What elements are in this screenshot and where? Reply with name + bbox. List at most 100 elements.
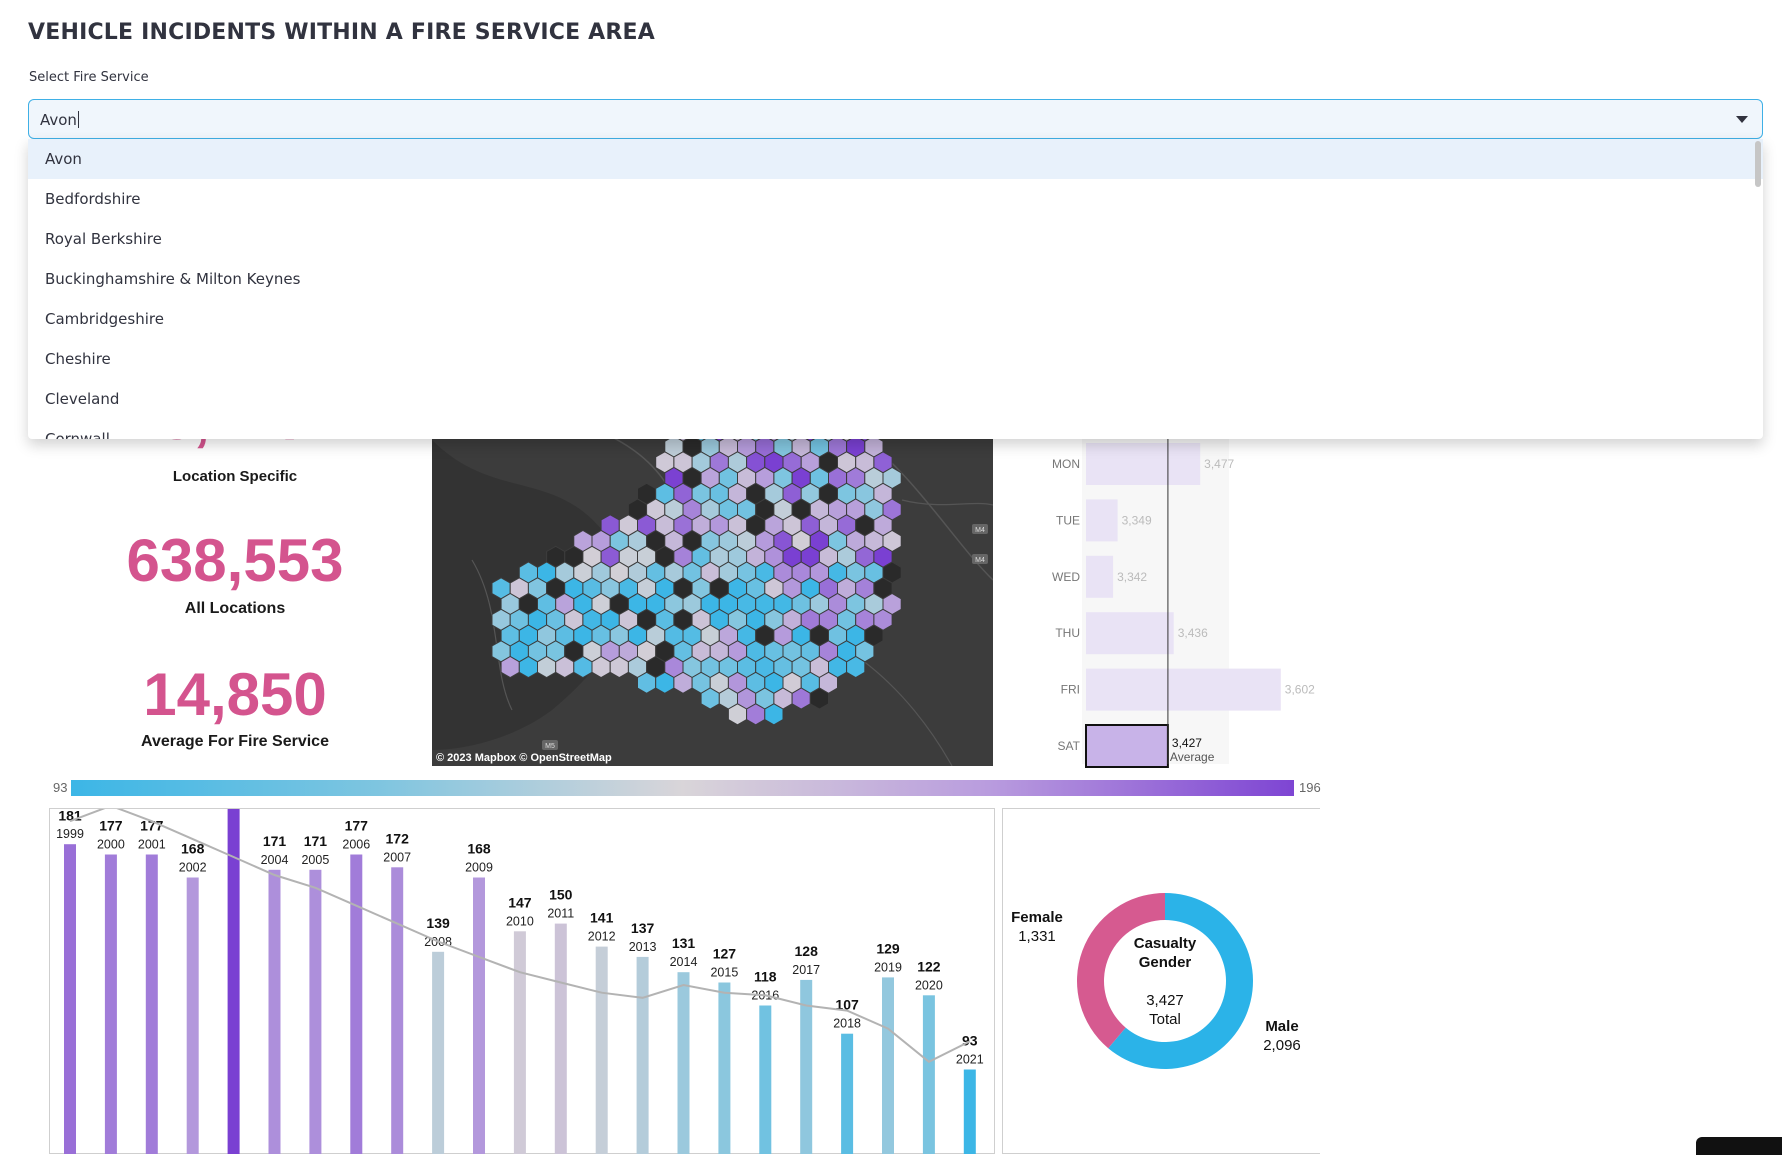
year-bar[interactable]: [309, 869, 322, 1154]
hex-cell[interactable]: [537, 655, 557, 679]
chevron-down-icon[interactable]: [1736, 116, 1748, 123]
year-value-label: 147: [508, 894, 532, 910]
page-title: VEHICLE INCIDENTS WITHIN A FIRE SERVICE …: [28, 20, 655, 45]
weekday-day-label: TUE: [1056, 513, 1080, 527]
weekday-bar[interactable]: [1086, 555, 1114, 598]
weekday-bar[interactable]: [1086, 668, 1281, 711]
year-value-label: 122: [917, 958, 941, 974]
hex-cell[interactable]: [673, 671, 693, 694]
fire-service-select[interactable]: Avon: [28, 99, 1763, 139]
hex-cell[interactable]: [518, 655, 538, 679]
hex-map[interactable]: M5 M4 M4 M5 © 2023 Mapbox © OpenStreetMa…: [432, 410, 993, 766]
donut-title-line1: Casualty: [1134, 935, 1197, 952]
year-bar[interactable]: [64, 844, 76, 1154]
year-label: 2012: [588, 930, 616, 944]
option-cambridgeshire[interactable]: Cambridgeshire: [45, 310, 164, 328]
map-attribution[interactable]: © 2023 Mapbox © OpenStreetMap: [436, 752, 612, 764]
hex-cell[interactable]: [573, 655, 593, 679]
option-royal-berkshire[interactable]: Royal Berkshire: [45, 230, 162, 248]
year-bar[interactable]: [350, 854, 363, 1155]
hex-cell[interactable]: [555, 655, 575, 679]
year-label: 2013: [629, 940, 657, 954]
year-bar[interactable]: [882, 977, 894, 1154]
option-cheshire[interactable]: Cheshire: [45, 350, 111, 368]
year-bar[interactable]: [841, 1033, 854, 1154]
weekday-day-label: THU: [1055, 626, 1080, 640]
weekday-bar[interactable]: [1086, 443, 1201, 485]
year-bar[interactable]: [268, 869, 281, 1154]
year-label: 2017: [792, 963, 820, 977]
hex-map-svg[interactable]: M5 M4 M4 M5: [432, 410, 993, 766]
weekday-value-label: 3,427: [1172, 736, 1202, 750]
year-label: 2018: [833, 1017, 861, 1031]
road-label: M4: [975, 557, 985, 564]
year-bar[interactable]: [432, 951, 445, 1154]
year-bar[interactable]: [759, 1005, 772, 1155]
year-bar[interactable]: [186, 877, 199, 1155]
hex-cell[interactable]: [846, 655, 866, 679]
colorscale-bar: [71, 780, 1294, 796]
option-cleveland[interactable]: Cleveland: [45, 390, 120, 408]
year-label: 2010: [506, 914, 534, 928]
donut-male-label: Male: [1265, 1018, 1298, 1035]
year-bar[interactable]: [595, 946, 608, 1154]
select-input-text[interactable]: Avon: [40, 111, 79, 129]
road-line: [471, 559, 513, 711]
hex-cell[interactable]: [809, 687, 829, 710]
year-bar[interactable]: [718, 982, 731, 1155]
corner-widget[interactable]: [1696, 1137, 1782, 1155]
year-bar[interactable]: [677, 972, 690, 1154]
option-bedfordshire[interactable]: Bedfordshire: [45, 190, 141, 208]
year-value-label: 107: [835, 997, 859, 1013]
road-badge: [972, 554, 988, 564]
road-line: [861, 659, 953, 766]
weekday-bar-chart: MON 3,477 TUE 3,349 WED 3,342 THU 3,436 FRI 3,602…: [1052, 439, 1315, 768]
hex-cell[interactable]: [655, 671, 675, 694]
donut-slice-male[interactable]: [1108, 893, 1253, 1069]
hex-cell[interactable]: [791, 687, 811, 710]
year-value-label: 177: [345, 817, 369, 833]
weekday-day-label: FRI: [1061, 683, 1080, 697]
year-bar[interactable]: [513, 931, 526, 1154]
option-buckinghamshire[interactable]: Buckinghamshire & Milton Keynes: [45, 270, 301, 288]
hex-cell[interactable]: [764, 703, 784, 726]
year-value-label: 127: [713, 945, 737, 961]
hex-cell[interactable]: [637, 671, 657, 694]
donut-slice-female[interactable]: [1077, 893, 1165, 1049]
option-avon[interactable]: Avon: [28, 139, 1763, 179]
weekday-value-label: 3,602: [1285, 683, 1315, 697]
year-label: 2007: [383, 850, 411, 864]
weekday-day-label: SAT: [1058, 739, 1081, 753]
year-bar[interactable]: [922, 995, 935, 1154]
year-bar[interactable]: [473, 877, 485, 1155]
year-value-label: 177: [140, 817, 164, 833]
hex-cell[interactable]: [700, 687, 720, 710]
year-bar[interactable]: [227, 805, 240, 1154]
year-bar[interactable]: [636, 956, 649, 1154]
hex-cell[interactable]: [746, 703, 766, 726]
year-bar[interactable]: [963, 1069, 976, 1155]
hex-cell[interactable]: [500, 655, 520, 679]
road-line: [901, 499, 993, 506]
year-bar[interactable]: [800, 979, 813, 1154]
year-label: 2001: [138, 837, 166, 851]
donut-total-value: 3,427: [1146, 992, 1184, 1009]
hex-cell[interactable]: [727, 703, 748, 726]
dropdown-scrollbar[interactable]: [1755, 141, 1761, 187]
year-bar[interactable]: [391, 867, 404, 1154]
year-label: 2006: [342, 837, 370, 851]
year-label: 2019: [874, 960, 902, 974]
year-bar[interactable]: [145, 854, 158, 1155]
weekday-value-label: 3,342: [1117, 570, 1147, 584]
fire-service-dropdown-list[interactable]: Avon Bedfordshire Royal Berkshire Buckin…: [28, 139, 1763, 439]
weekday-bar[interactable]: [1085, 724, 1169, 768]
year-label: 2021: [956, 1053, 984, 1067]
hex-cell[interactable]: [591, 655, 611, 679]
hex-cell[interactable]: [609, 655, 629, 679]
year-bar[interactable]: [554, 923, 567, 1154]
weekday-bar[interactable]: [1086, 612, 1174, 655]
option-cornwall[interactable]: Cornwall: [45, 430, 110, 439]
year-value-label: 118: [754, 969, 777, 985]
year-bar[interactable]: [104, 854, 117, 1155]
weekday-bar[interactable]: [1086, 499, 1118, 542]
